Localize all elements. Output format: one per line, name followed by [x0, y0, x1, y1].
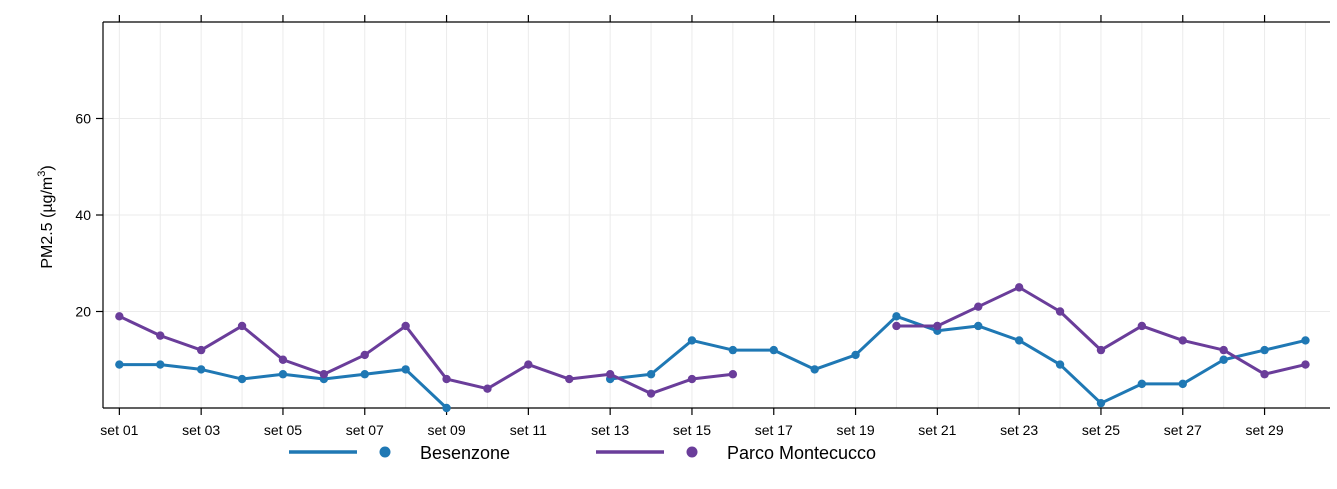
data-point — [974, 302, 983, 311]
data-point — [1137, 321, 1147, 331]
x-tick-label: set 29 — [1245, 422, 1283, 438]
legend-marker — [379, 446, 391, 458]
data-point — [769, 345, 778, 355]
data-point — [1178, 379, 1187, 389]
x-tick-label: set 25 — [1082, 422, 1120, 438]
data-point — [605, 370, 615, 379]
data-point — [1301, 360, 1310, 369]
data-point — [687, 336, 697, 345]
series-line — [609, 314, 1306, 405]
legend-marker — [686, 446, 698, 458]
data-point — [851, 350, 860, 360]
data-point — [524, 360, 533, 369]
grid-lines — [103, 22, 1330, 408]
data-point — [1137, 379, 1147, 389]
data-point — [319, 370, 329, 379]
y-tick-label: 60 — [75, 111, 91, 127]
x-tick-label: set 09 — [427, 422, 465, 438]
data-point — [728, 370, 738, 379]
data-point — [237, 374, 247, 384]
data-point — [1096, 345, 1106, 355]
x-tick-label: set 13 — [591, 422, 629, 438]
data-point — [483, 384, 492, 393]
x-tick-label: set 05 — [264, 422, 302, 438]
series-1 — [115, 283, 1310, 398]
data-point — [565, 374, 574, 384]
data-point — [974, 321, 983, 331]
x-tick-label: set 19 — [836, 422, 874, 438]
data-point — [1219, 345, 1228, 355]
data-point — [360, 350, 369, 360]
data-point — [401, 365, 410, 374]
data-point — [401, 321, 410, 331]
x-tick-label: set 15 — [673, 422, 711, 438]
x-tick-label: set 07 — [346, 422, 384, 438]
data-point — [1014, 283, 1024, 292]
data-point — [646, 370, 656, 379]
data-point — [1219, 355, 1228, 364]
data-point — [728, 345, 738, 355]
data-point — [115, 360, 124, 369]
data-point — [1014, 336, 1024, 345]
axes: set 01 set 03 set 05 set 07 set 09 set 11 set … — [75, 15, 1330, 438]
data-point — [892, 321, 901, 331]
data-point — [646, 389, 656, 398]
data-point — [1301, 336, 1310, 345]
x-tick-label: set 23 — [1000, 422, 1038, 438]
series-layer — [115, 283, 1310, 413]
data-point — [1096, 398, 1106, 408]
data-point — [1055, 307, 1065, 316]
series-line — [118, 314, 734, 396]
data-point — [360, 370, 369, 379]
legend-label: Parco Montecucco — [727, 443, 876, 463]
legend: Besenzone Parco Montecucco — [289, 443, 876, 463]
data-point — [196, 365, 206, 374]
data-point — [278, 355, 288, 364]
data-point — [156, 360, 165, 369]
data-point — [278, 370, 288, 379]
data-point — [892, 312, 901, 321]
data-point — [810, 365, 819, 374]
data-point — [115, 312, 124, 321]
x-tick-label: set 21 — [918, 422, 956, 438]
data-point — [933, 321, 942, 331]
data-point — [687, 374, 697, 384]
x-tick-label: set 01 — [100, 422, 138, 438]
x-tick-label: set 03 — [182, 422, 220, 438]
data-point — [1260, 370, 1269, 379]
data-point — [196, 345, 206, 355]
x-tick-label: set 17 — [755, 422, 793, 438]
data-point — [156, 331, 165, 340]
legend-label: Besenzone — [420, 443, 510, 463]
data-point — [442, 374, 451, 384]
data-point — [1055, 360, 1065, 369]
y-tick-label: 40 — [75, 207, 91, 223]
data-point — [442, 403, 451, 413]
data-point — [1178, 336, 1187, 345]
x-tick-label: set 11 — [510, 422, 547, 438]
x-tick-label: set 27 — [1164, 422, 1202, 438]
y-axis-label: PM2.5 (µg/m3) — [36, 165, 56, 268]
y-tick-label: 20 — [75, 304, 91, 320]
data-point — [237, 321, 247, 331]
data-point — [1260, 345, 1269, 355]
series-0 — [115, 312, 1310, 413]
